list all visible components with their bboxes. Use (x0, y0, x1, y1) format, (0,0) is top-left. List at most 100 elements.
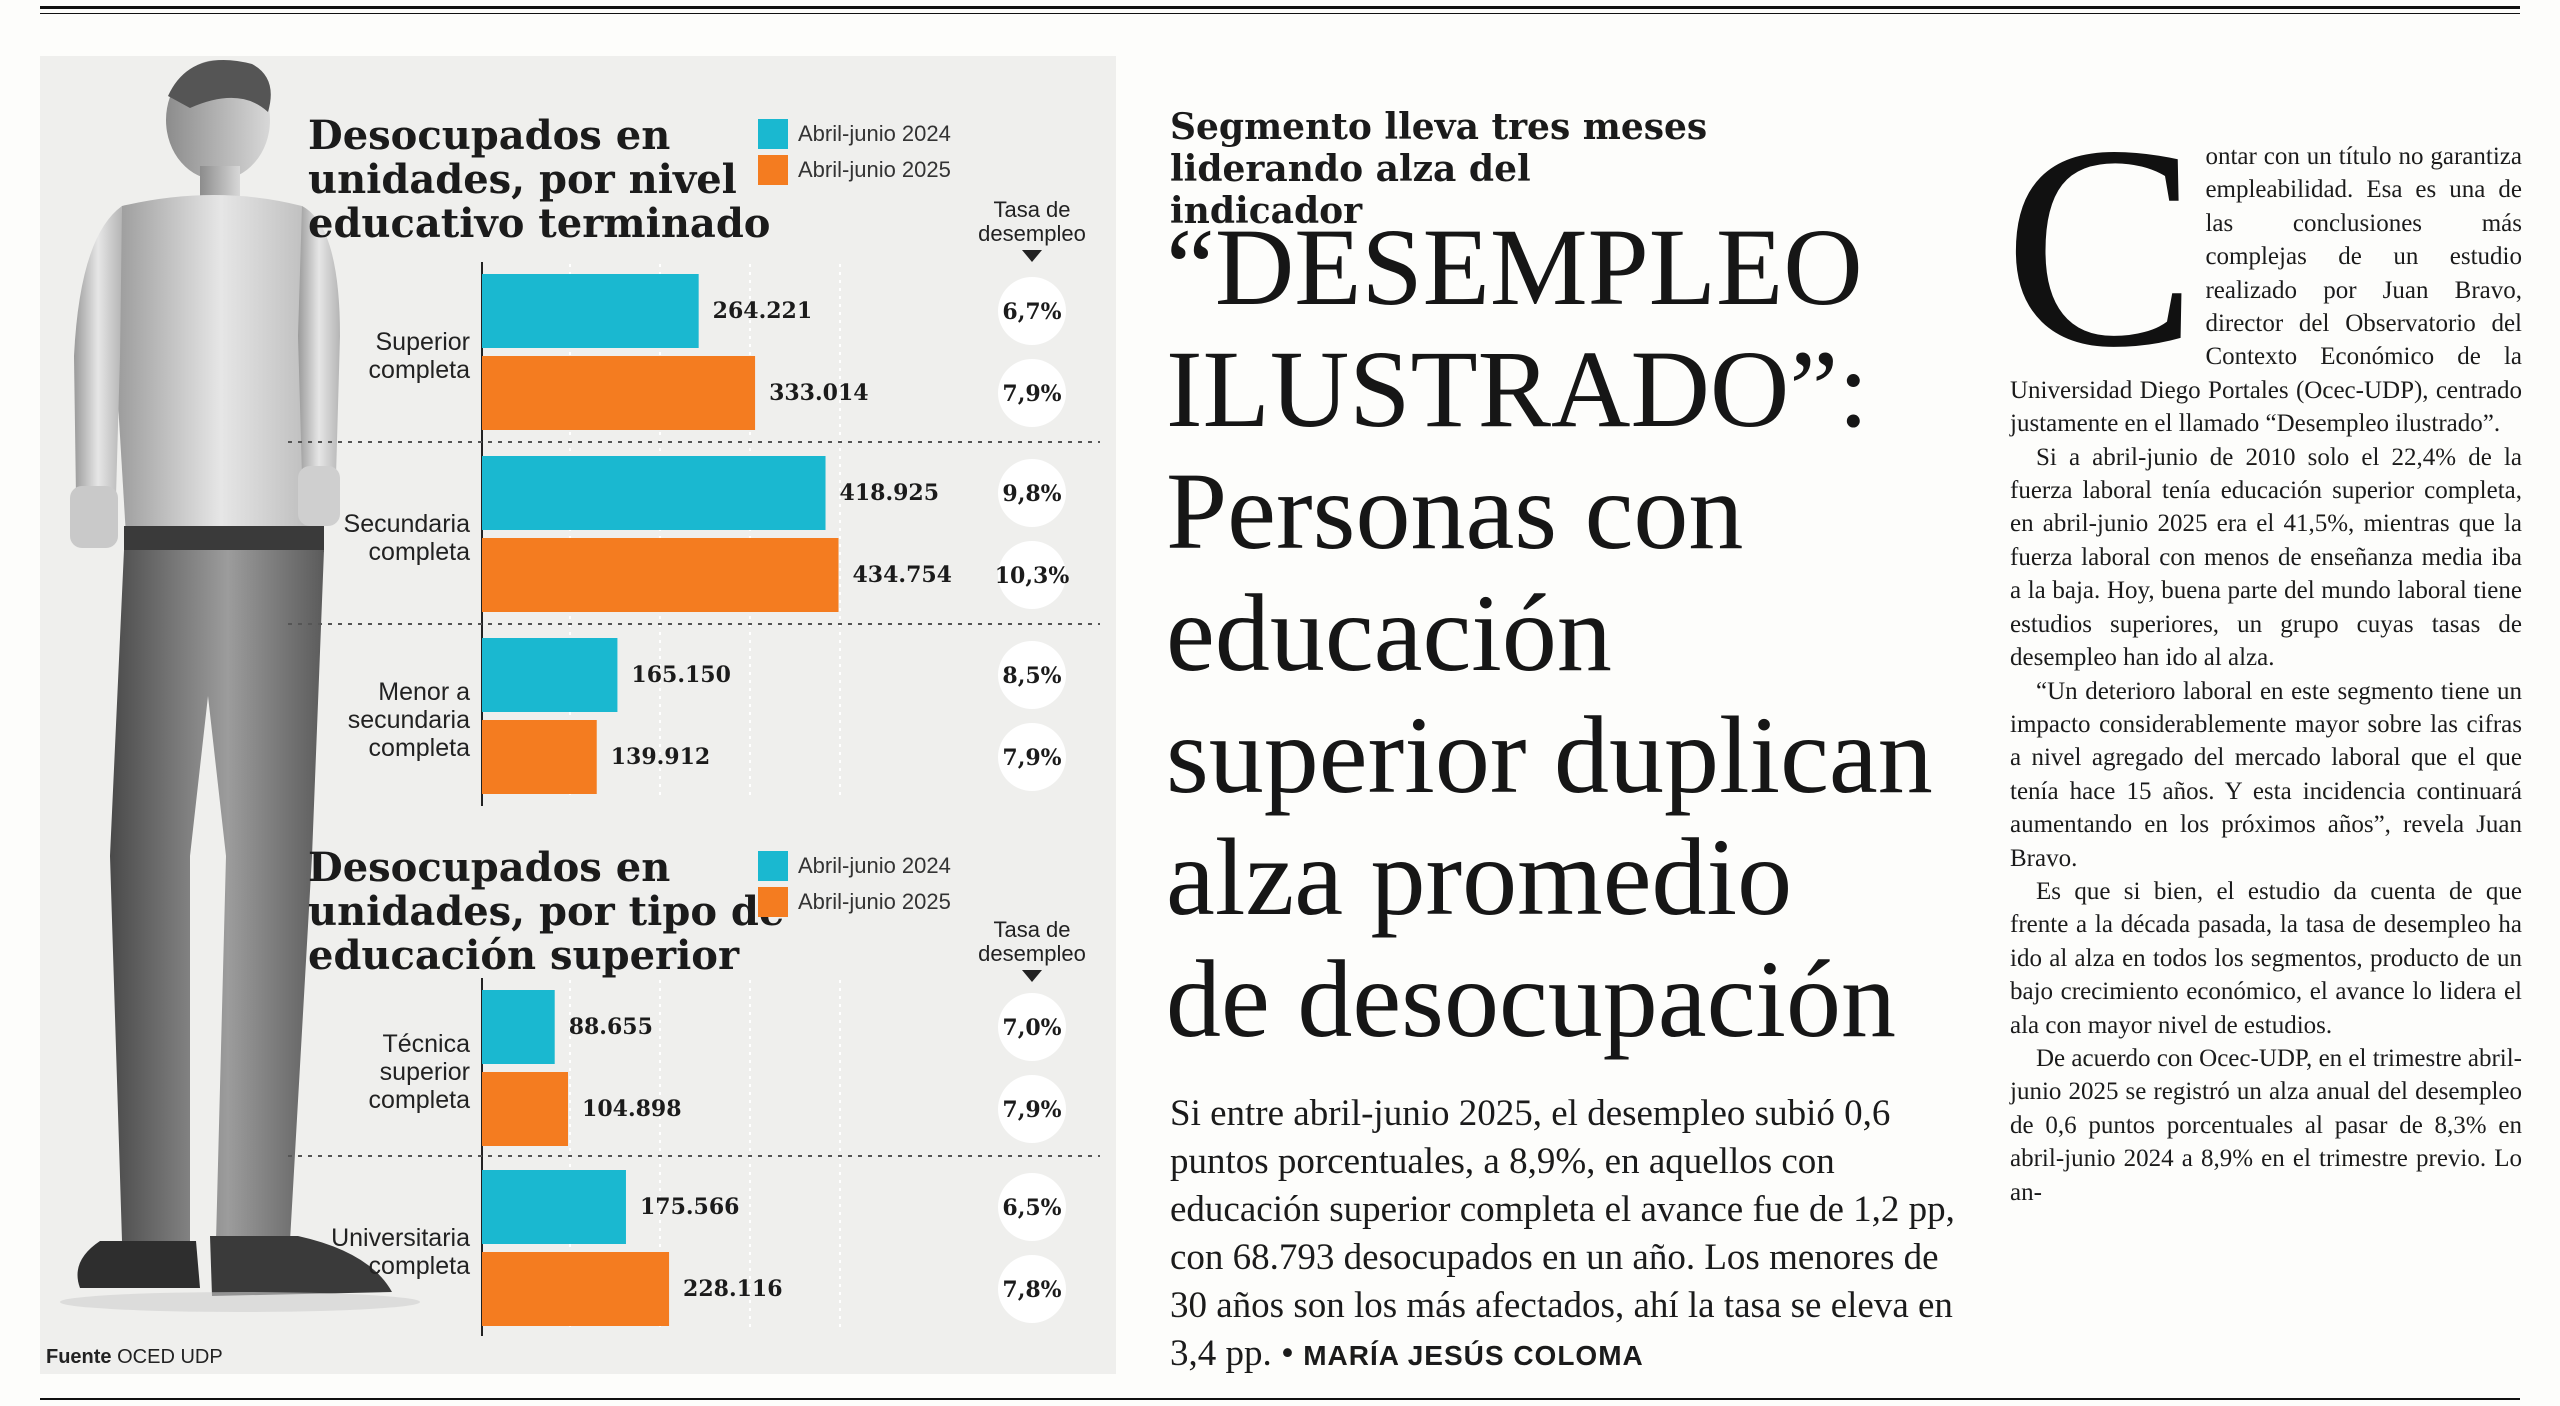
chart1-title-line: unidades, por nivel (308, 156, 737, 203)
headline-line: “DESEMPLEO (1166, 206, 1863, 328)
man-illustration (60, 60, 420, 1312)
body-paragraph: “Un deterioro laboral en este segmento t… (2010, 677, 2522, 872)
legend-swatch-2025 (758, 155, 788, 185)
chart1-title: Desocupados en unidades, por nivel educa… (308, 114, 770, 246)
rate-badge (998, 641, 1066, 709)
down-arrow-icon (1022, 250, 1042, 262)
headline-line: ILUSTRADO”: (1166, 328, 1869, 450)
body-paragraph: ontar con un título no garantiza empleab… (2010, 143, 2522, 438)
down-arrow-icon (1022, 970, 1042, 982)
data-label: 139.912 (611, 744, 711, 770)
rate-header-line: Tasa de (993, 197, 1071, 222)
category-label: secundaria (348, 706, 470, 734)
rate-label: 7,9% (1002, 745, 1061, 771)
legend-label: Abril-junio 2024 (798, 121, 951, 146)
category-label: Menor a (378, 678, 470, 706)
body-paragraph: De acuerdo con Ocec-UDP, en el trimestre… (2010, 1044, 2522, 1206)
chart2-legend: Abril-junio 2024 Abril-junio 2025 (758, 848, 951, 920)
rate-badge (998, 1075, 1066, 1143)
body-paragraph: Si a abril-junio de 2010 solo el 22,4% d… (2010, 443, 2522, 672)
data-label: 88.655 (569, 1014, 653, 1040)
kicker-line: liderando alza del indicador (1170, 148, 1531, 232)
rate-label: 7,8% (1002, 1277, 1061, 1303)
rate-label: 9,8% (1002, 481, 1061, 507)
headline: “DESEMPLEO ILUSTRADO”: Personas con educ… (1166, 206, 2006, 1060)
lead-paragraph: Si entre abril-junio 2025, el desempleo … (1170, 1090, 1970, 1380)
category-label: Técnica (382, 1030, 470, 1058)
rate-badge (998, 277, 1066, 345)
byline: MARÍA JESÚS COLOMA (1303, 1340, 1644, 1371)
bar (482, 1170, 626, 1244)
category-label: completa (369, 538, 471, 566)
category-label: completa (369, 734, 471, 762)
rate-label: 6,5% (1002, 1195, 1061, 1221)
chart2-title: Desocupados en unidades, por tipo de edu… (308, 846, 784, 978)
rate-badge (998, 1173, 1066, 1241)
kicker-line: Segmento lleva tres meses (1170, 106, 1708, 148)
rate-label: 8,5% (1002, 663, 1061, 689)
kicker: Segmento lleva tres meses liderando alza… (1170, 106, 1730, 232)
bar (482, 456, 826, 530)
category-label: Secundaria (344, 510, 471, 538)
headline-line: educación (1166, 572, 1612, 694)
chart1-title-line: educativo terminado (308, 200, 771, 247)
rate-badge (998, 1255, 1066, 1323)
legend-item-2024: Abril-junio 2024 (758, 116, 951, 152)
headline-line: superior duplican (1166, 694, 1933, 816)
headline-line: de desocupación (1166, 938, 1896, 1060)
legend-swatch-2025 (758, 887, 788, 917)
chart2-title-line: unidades, por tipo de (308, 888, 785, 935)
bar (482, 274, 699, 348)
data-label: 228.116 (683, 1276, 783, 1302)
chart1-legend: Abril-junio 2024 Abril-junio 2025 (758, 116, 951, 188)
rate-badge (998, 359, 1066, 427)
data-label: 104.898 (582, 1096, 682, 1122)
bar (482, 720, 597, 794)
legend-label: Abril-junio 2025 (798, 889, 951, 914)
rate-header-line: Tasa de (993, 917, 1071, 942)
data-label: 264.221 (713, 298, 813, 324)
rate-badge (998, 459, 1066, 527)
legend-item-2025: Abril-junio 2025 (758, 152, 951, 188)
category-label: superior (380, 1058, 470, 1086)
legend-label: Abril-junio 2024 (798, 853, 951, 878)
category-label: Superior (376, 328, 471, 356)
headline-line: Personas con (1166, 450, 1744, 572)
legend-item-2025: Abril-junio 2025 (758, 884, 951, 920)
rate-badge (998, 723, 1066, 791)
headline-line: alza promedio (1166, 816, 1793, 938)
drop-cap: C (2004, 86, 2198, 407)
source-note: Fuente OCED UDP (46, 1346, 223, 1369)
category-label: completa (369, 356, 471, 384)
source-value: OCED UDP (117, 1346, 223, 1368)
legend-swatch-2024 (758, 851, 788, 881)
chart2-rate-header: Tasa de desempleo (962, 918, 1102, 982)
rate-label: 7,0% (1002, 1015, 1061, 1041)
chart2-title-line: educación superior (308, 932, 740, 979)
data-label: 333.014 (769, 380, 869, 406)
rate-badge (998, 993, 1066, 1061)
body-paragraph: Es que si bien, el estudio da cuenta de … (2010, 877, 2522, 1039)
bar (482, 1072, 569, 1146)
rate-label: 7,9% (1002, 381, 1061, 407)
category-label: completa (369, 1086, 471, 1114)
legend-label: Abril-junio 2025 (798, 157, 951, 182)
category-label: Universitaria (331, 1224, 470, 1252)
lead-text: Si entre abril-junio 2025, el desempleo … (1170, 1093, 1955, 1374)
chart1-rate-header: Tasa de desempleo (962, 198, 1102, 262)
top-rule (40, 6, 2520, 9)
top-rule-thin (40, 13, 2520, 14)
legend-swatch-2024 (758, 119, 788, 149)
data-label: 175.566 (640, 1194, 740, 1220)
data-label: 434.754 (852, 562, 952, 588)
rate-label: 7,9% (1002, 1097, 1061, 1123)
rate-label: 10,3% (995, 563, 1070, 589)
rate-header-line: desempleo (978, 941, 1086, 966)
rate-header-line: desempleo (978, 221, 1086, 246)
category-label: completa (369, 1252, 471, 1280)
rate-label: 6,7% (1002, 299, 1061, 325)
source-label: Fuente (46, 1346, 112, 1368)
chart2-title-line: Desocupados en (308, 844, 671, 891)
bar (482, 1252, 670, 1326)
